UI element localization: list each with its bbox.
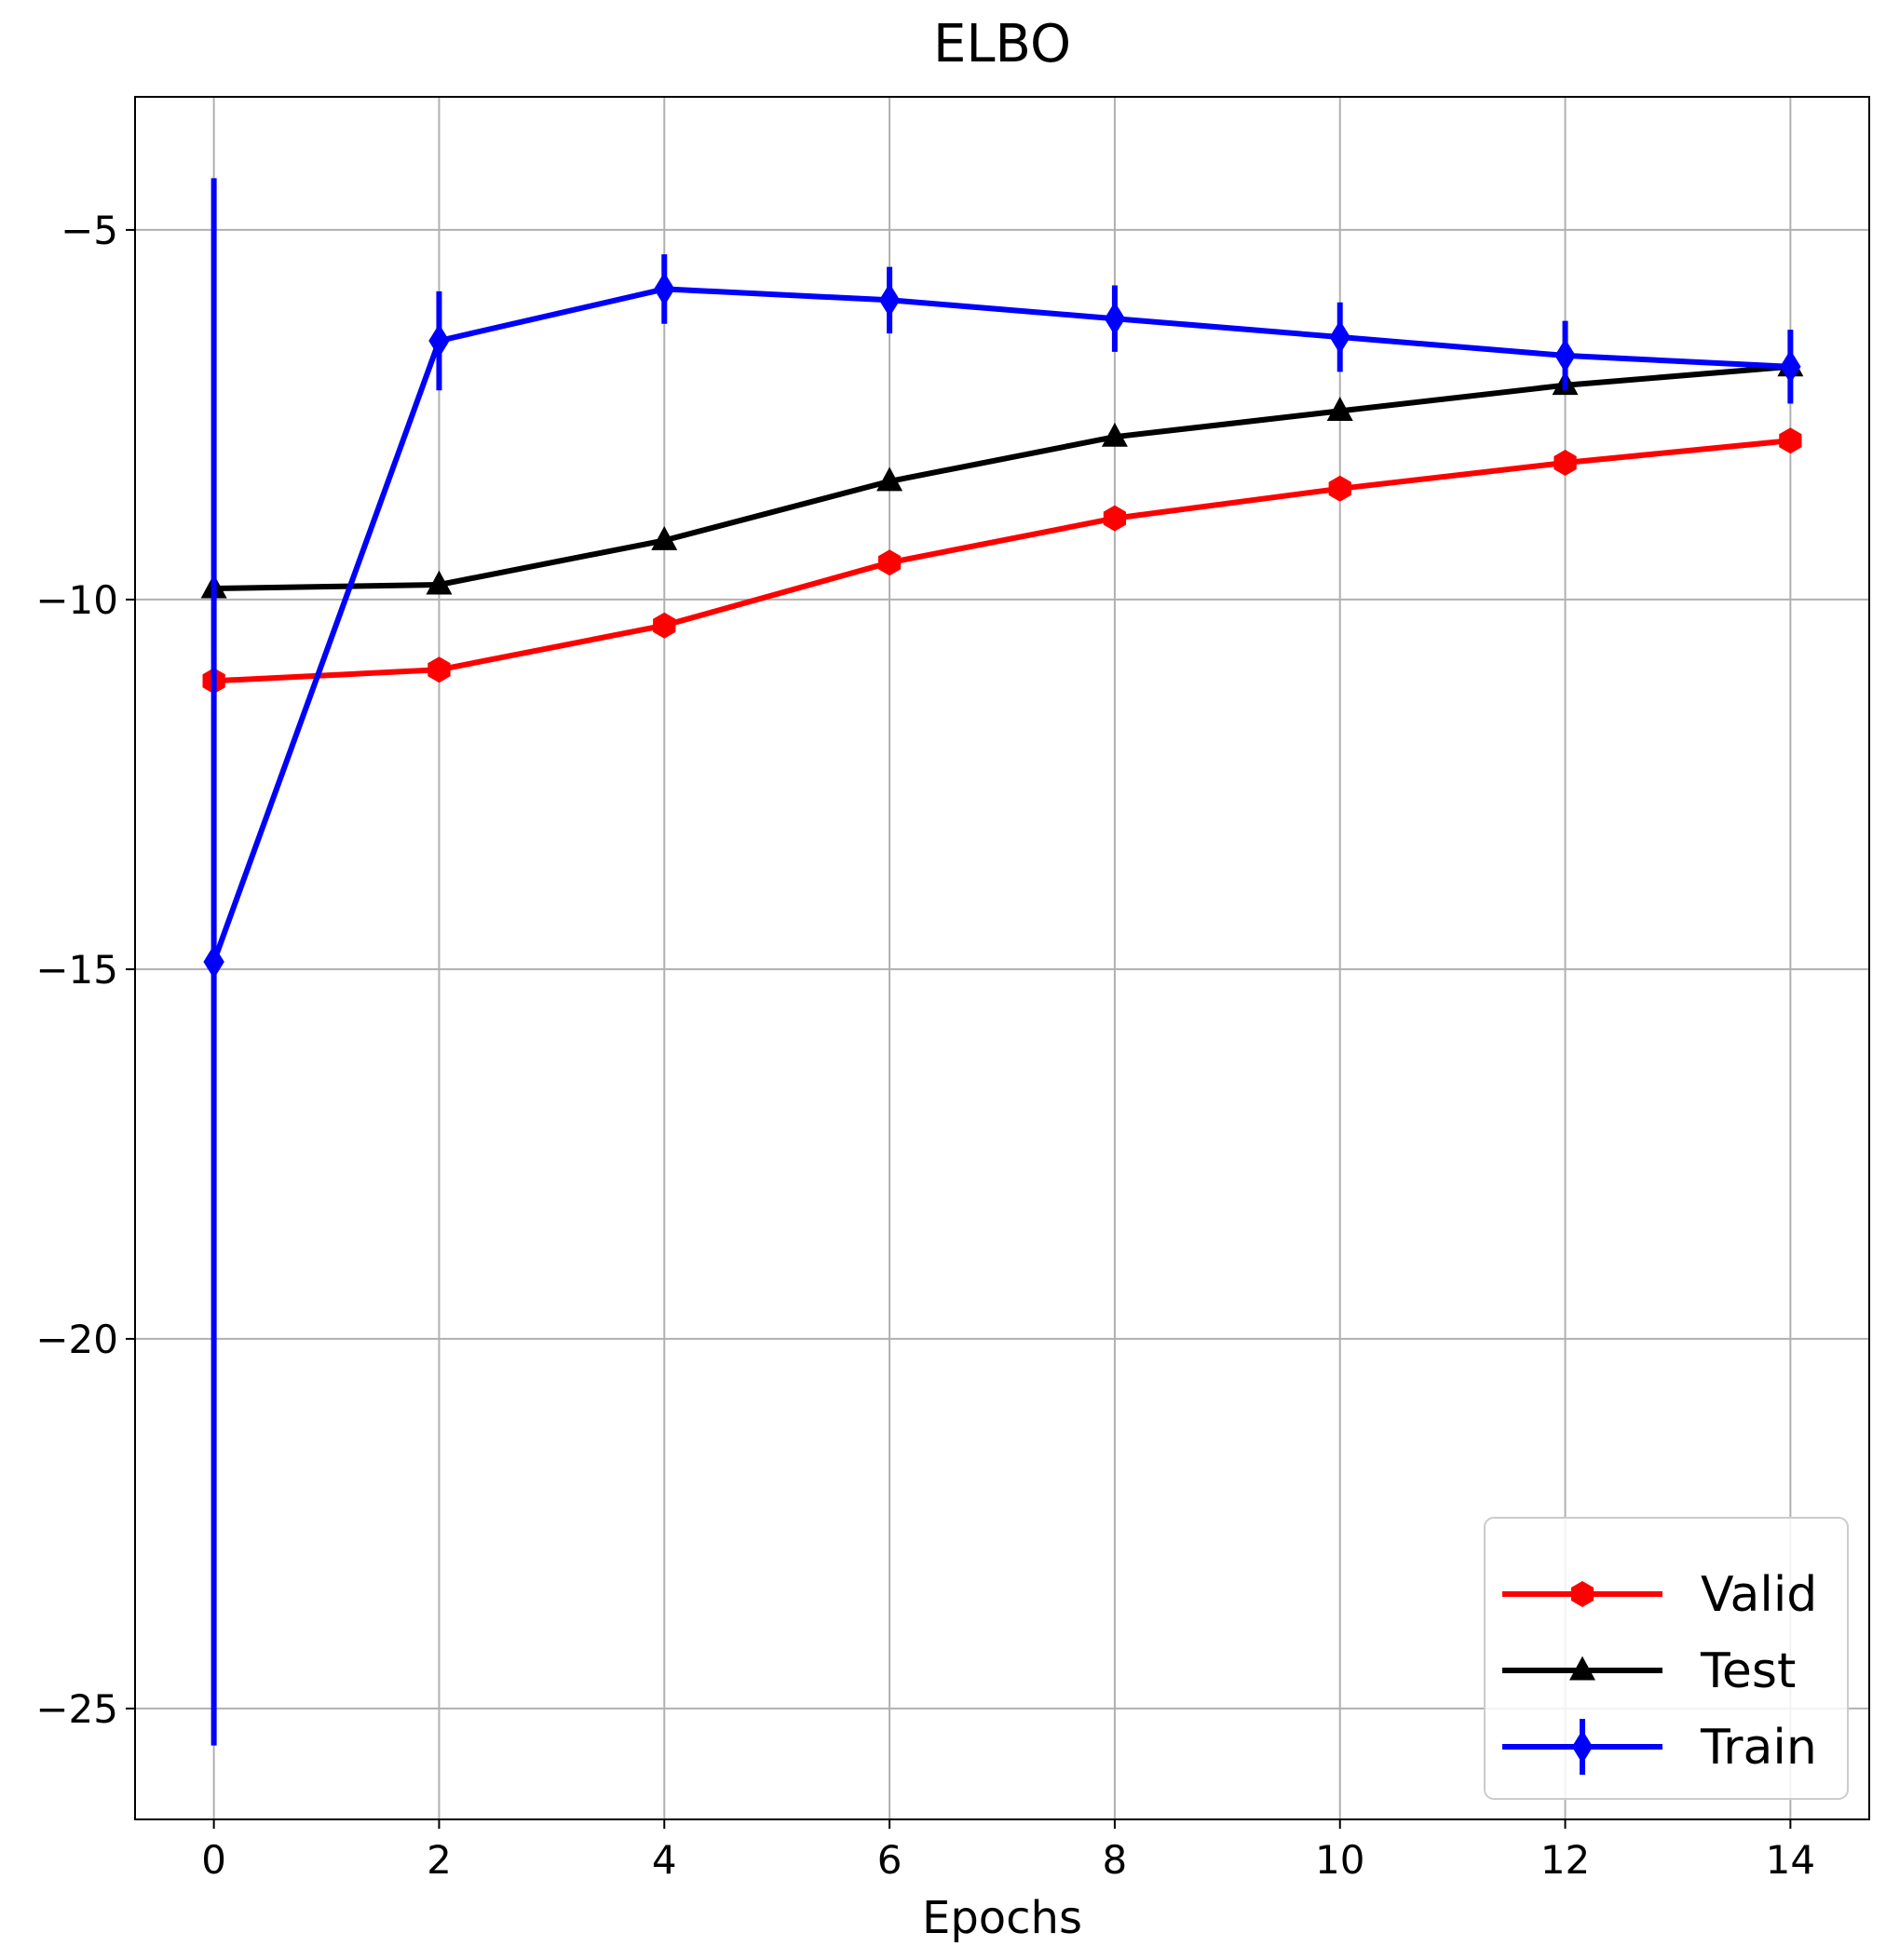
x-tick-label: 12 bbox=[1540, 1837, 1590, 1883]
valid-point bbox=[878, 549, 902, 576]
x-tick-label: 10 bbox=[1315, 1837, 1364, 1883]
x-tick-label: 0 bbox=[201, 1837, 226, 1883]
valid-line bbox=[213, 438, 1791, 684]
legend: Valid Test Train bbox=[1484, 1517, 1849, 1800]
legend-marker-valid bbox=[1570, 1581, 1594, 1607]
valid-point bbox=[1328, 475, 1351, 502]
valid-point bbox=[427, 656, 451, 683]
y-tick-label: −10 bbox=[35, 577, 118, 623]
y-tick-label: −15 bbox=[35, 947, 118, 993]
chart-title: ELBO bbox=[933, 14, 1071, 74]
train-point bbox=[1554, 338, 1576, 373]
legend-label-train: Train bbox=[1700, 1720, 1817, 1776]
legend-marker-test bbox=[1569, 1656, 1595, 1681]
test-line bbox=[213, 363, 1791, 591]
test-point bbox=[1326, 397, 1353, 421]
legend-entry-train: Train bbox=[1502, 1719, 1817, 1776]
valid-point bbox=[1103, 505, 1126, 532]
valid-point bbox=[1554, 450, 1577, 476]
train-point bbox=[1104, 301, 1126, 336]
y-tick-label: −5 bbox=[61, 208, 118, 253]
legend-entry-valid: Valid bbox=[1502, 1567, 1817, 1623]
x-tick-label: 2 bbox=[427, 1837, 452, 1883]
x-tick-label: 4 bbox=[652, 1837, 677, 1883]
x-tick-label: 14 bbox=[1766, 1837, 1815, 1883]
test-point bbox=[651, 525, 678, 550]
test-point bbox=[876, 466, 903, 492]
axis-ticks: 0 2 4 6 8 10 12 14 −5 −10 −15 −20 −25 bbox=[35, 208, 1815, 1883]
train-point bbox=[203, 944, 224, 980]
plot-frame bbox=[134, 96, 1870, 1820]
series-valid bbox=[202, 427, 1802, 695]
test-point bbox=[1101, 422, 1128, 447]
legend-label-valid: Valid bbox=[1701, 1567, 1817, 1623]
valid-point bbox=[1779, 427, 1802, 454]
valid-point bbox=[653, 612, 676, 639]
train-line bbox=[210, 286, 1791, 964]
train-point bbox=[878, 283, 901, 318]
train-point bbox=[1329, 319, 1350, 355]
train-point bbox=[654, 272, 675, 306]
legend-marker-train bbox=[1571, 1729, 1594, 1764]
train-point bbox=[1780, 349, 1801, 385]
series-layer bbox=[200, 178, 1804, 1746]
y-tick-label: −20 bbox=[35, 1317, 118, 1362]
train-point bbox=[428, 323, 450, 358]
test-point bbox=[426, 570, 453, 595]
series-train bbox=[203, 178, 1801, 1746]
x-tick-label: 8 bbox=[1103, 1837, 1128, 1883]
legend-entry-test: Test bbox=[1502, 1643, 1796, 1699]
x-axis-label: Epochs bbox=[922, 1892, 1082, 1944]
legend-label-test: Test bbox=[1700, 1643, 1796, 1699]
y-tick-label: −25 bbox=[35, 1686, 118, 1732]
x-tick-label: 6 bbox=[877, 1837, 902, 1883]
